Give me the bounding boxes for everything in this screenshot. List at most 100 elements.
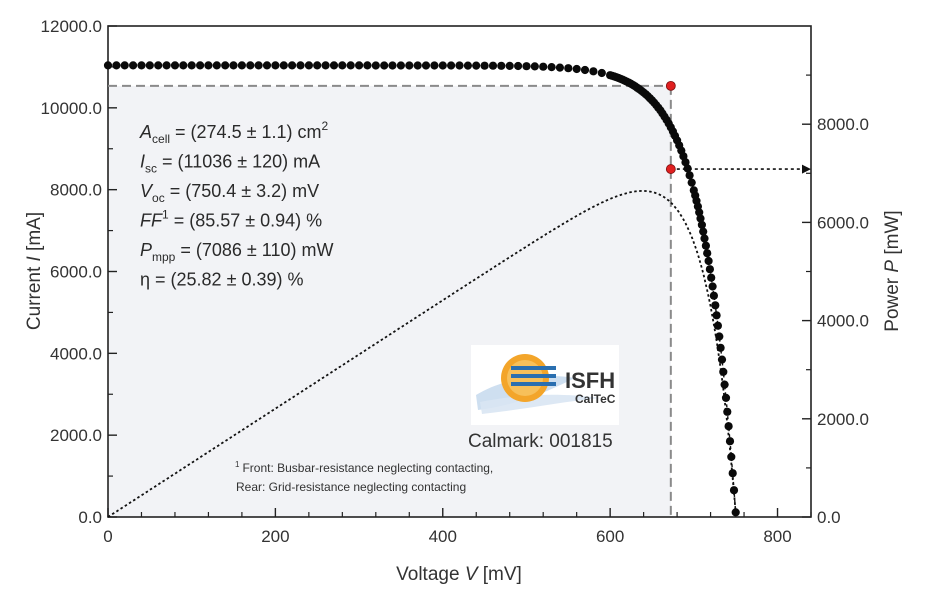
parameter-symbol: V [140, 181, 154, 201]
isfh-caltec-logo: ISFH CalTeC [471, 345, 619, 425]
parameter-symbol: P [140, 240, 152, 260]
iv-point [685, 171, 694, 180]
iv-point [472, 61, 481, 70]
y-tick-label: 4000.0 [50, 344, 102, 363]
parameter-unit-superscript: 2 [321, 119, 328, 133]
x-tick-label: 0 [103, 527, 112, 546]
parameter-line: Voc = (750.4 ± 3.2) mV [140, 181, 319, 205]
iv-point [388, 61, 397, 70]
iv-point [707, 273, 716, 282]
iv-point [705, 265, 715, 274]
y-axis-title: Current I [mA] [24, 212, 45, 330]
y2-axis-title: Power P [mW] [882, 210, 903, 331]
iv-point [271, 61, 280, 70]
x-axis-ticks: 0 200 400 600 800 [103, 508, 812, 546]
iv-point [709, 291, 719, 300]
iv-point [723, 407, 732, 416]
iv-point [701, 241, 711, 250]
iv-point [687, 178, 696, 187]
parameter-symbol: A [139, 122, 152, 142]
iv-point [103, 61, 113, 70]
footnote-line-2: Rear: Grid-resistance neglecting contact… [236, 480, 466, 494]
iv-point [488, 61, 498, 70]
power-curve [107, 189, 737, 518]
y-tick-label: 0.0 [78, 508, 102, 527]
iv-point [727, 452, 736, 461]
iv-point [447, 61, 456, 70]
iv-point [288, 61, 297, 70]
parameter-line: Pmpp = (7086 ± 110) mW [140, 240, 333, 264]
cell-parameters: Acell = (274.5 ± 1.1) cm2 Isc = (11036 ± … [139, 119, 333, 290]
iv-point [246, 61, 255, 70]
iv-point [715, 332, 724, 341]
iv-point [229, 61, 238, 70]
iv-point [380, 61, 389, 70]
iv-point [304, 61, 313, 70]
parameter-symbol: η [140, 270, 150, 290]
iv-point [704, 256, 713, 266]
iv-point [179, 61, 188, 70]
y2-tick-label: 4000.0 [817, 312, 869, 331]
iv-point [711, 301, 720, 310]
iv-point [719, 367, 728, 376]
parameter-value: = (25.82 ± 0.39) % [150, 270, 303, 290]
x-tick-label: 200 [261, 527, 289, 546]
parameter-value: = (7086 ± 110) mW [175, 240, 333, 260]
iv-point [530, 62, 539, 71]
iv-point [597, 68, 606, 78]
y-tick-label: 10000.0 [41, 99, 102, 118]
iv-point [539, 62, 548, 71]
power-arrow-head [802, 164, 811, 174]
y-tick-label: 2000.0 [50, 426, 102, 445]
iv-point [547, 63, 556, 72]
iv-point [346, 61, 355, 70]
iv-point [708, 282, 717, 291]
iv-point [589, 67, 598, 76]
iv-point [514, 61, 523, 71]
parameter-subscript: mpp [152, 250, 176, 264]
logo-caltec-text: CalTeC [575, 392, 616, 406]
iv-point [421, 61, 431, 70]
parameter-superscript: 1 [162, 208, 169, 222]
iv-point [683, 164, 692, 173]
iv-point [187, 61, 196, 70]
parameter-value: = (274.5 ± 1.1) cm [170, 122, 321, 142]
iv-point [162, 61, 171, 70]
iv-point [572, 64, 581, 74]
parameter-value: = (85.57 ± 0.94) % [169, 211, 322, 231]
iv-point [237, 61, 246, 70]
iv-point [154, 61, 163, 70]
iv-point [438, 61, 447, 70]
iv-point [112, 61, 121, 70]
iv-curve-line [684, 161, 737, 513]
iv-point [725, 437, 735, 446]
iv-point [262, 61, 272, 70]
iv-point [329, 61, 339, 70]
y-tick-label: 8000.0 [50, 181, 102, 200]
iv-point [717, 355, 727, 364]
iv-point [703, 249, 712, 258]
iv-point [212, 61, 221, 70]
iv-point [313, 61, 322, 70]
iv-point [371, 61, 380, 70]
iv-point [221, 61, 230, 70]
max-power-rectangle [108, 85, 671, 517]
y2-axis-ticks: 0.0 2000.0 4000.0 6000.0 8000.0 [802, 74, 869, 527]
iv-point [204, 61, 213, 70]
x-tick-label: 600 [596, 527, 624, 546]
logo-isfh-text: ISFH [565, 368, 615, 393]
iv-point [721, 393, 731, 402]
parameter-symbol: FF [140, 211, 163, 231]
iv-point [505, 61, 514, 70]
iv-point [254, 61, 263, 70]
iv-point [681, 158, 690, 167]
parameter-subscript: cell [152, 132, 170, 146]
mpp-power-point [665, 164, 676, 174]
iv-point [497, 61, 506, 70]
iv-point [720, 380, 729, 389]
parameter-line: FF1 = (85.57 ± 0.94) % [140, 208, 322, 231]
iv-point [120, 61, 129, 70]
y2-tick-label: 8000.0 [817, 115, 869, 134]
iv-point [731, 508, 740, 517]
iv-point [712, 311, 721, 320]
